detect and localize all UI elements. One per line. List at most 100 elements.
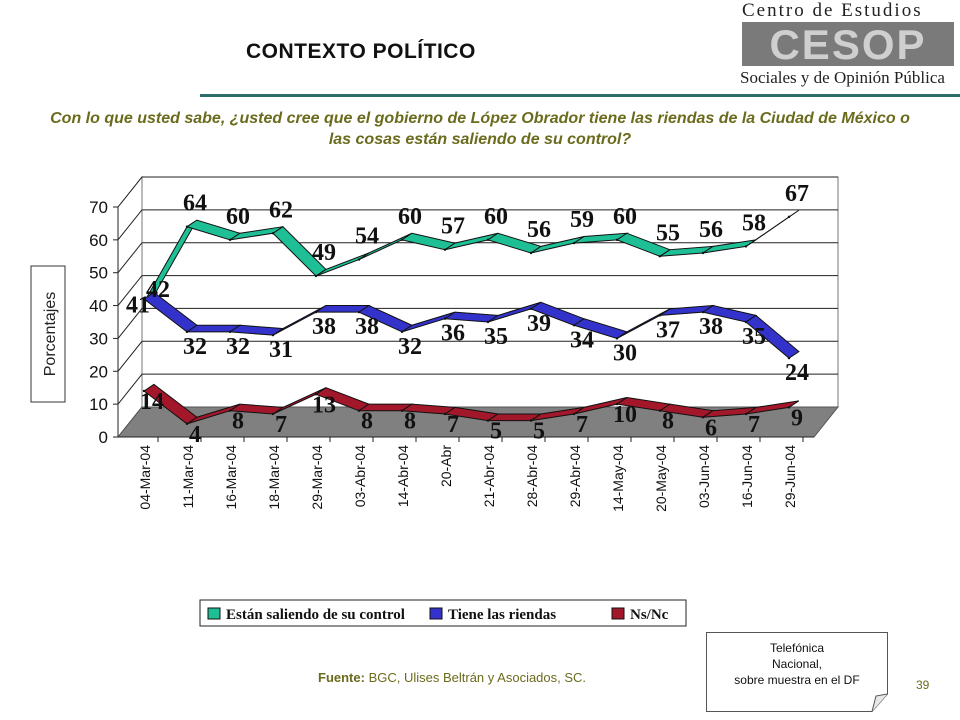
logo-bottom-text: Sociales y de Opinión Pública bbox=[740, 68, 945, 87]
data-point bbox=[271, 333, 275, 337]
x-tick-label: 29-Abr-04 bbox=[567, 445, 583, 507]
source-label: Fuente: bbox=[318, 670, 365, 685]
data-label: 31 bbox=[269, 337, 293, 363]
data-label: 5 bbox=[533, 419, 545, 445]
data-point bbox=[185, 225, 189, 228]
data-point bbox=[744, 245, 748, 248]
page-title: CONTEXTO POLÍTICO bbox=[246, 40, 476, 63]
series-2 bbox=[142, 383, 800, 426]
data-label: 60 bbox=[484, 204, 508, 230]
data-point bbox=[443, 317, 447, 320]
x-tick-label: 16-Mar-04 bbox=[223, 445, 239, 510]
data-label: 41 bbox=[126, 292, 150, 318]
series-0-labels: 41 64 60 62 49 54 60 57 60 56 59 60 55 56 58 67 bbox=[126, 181, 809, 318]
legend-label: Ns/Nc bbox=[630, 607, 669, 623]
data-point bbox=[529, 419, 533, 422]
x-tick-label: 29-Mar-04 bbox=[309, 445, 325, 510]
legend-swatch bbox=[611, 607, 625, 620]
x-tick-label: 03-Jun-04 bbox=[696, 445, 712, 508]
y-tick-label: 10 bbox=[89, 395, 108, 414]
data-point bbox=[615, 402, 619, 406]
data-point bbox=[701, 416, 705, 419]
data-label: 60 bbox=[398, 204, 422, 230]
data-label: 54 bbox=[355, 224, 379, 250]
data-point bbox=[271, 412, 275, 416]
series-ribbon-segment bbox=[745, 209, 800, 247]
data-label: 58 bbox=[742, 210, 766, 236]
data-label: 60 bbox=[613, 204, 637, 230]
data-point bbox=[142, 389, 146, 393]
data-label: 35 bbox=[484, 324, 508, 350]
data-point bbox=[744, 320, 748, 324]
gridline bbox=[117, 275, 838, 306]
data-label: 6 bbox=[705, 415, 717, 441]
data-point bbox=[357, 310, 361, 314]
legend: Están saliendo de su control Tiene las ri… bbox=[199, 599, 687, 627]
legend-label: Tiene las riendas bbox=[448, 607, 556, 623]
data-point bbox=[185, 330, 189, 334]
data-label: 37 bbox=[656, 317, 680, 343]
data-point bbox=[314, 393, 318, 396]
data-label: 39 bbox=[527, 311, 551, 337]
data-point bbox=[142, 297, 146, 301]
series-1-labels: 42 32 32 31 38 38 32 36 35 39 34 30 37 38 35 24 bbox=[146, 277, 809, 386]
data-label: 32 bbox=[226, 334, 250, 360]
data-point bbox=[486, 238, 490, 242]
data-label: 32 bbox=[398, 334, 422, 360]
x-tick-label: 29-Jun-04 bbox=[782, 445, 798, 508]
data-point bbox=[400, 409, 404, 412]
data-point bbox=[142, 301, 146, 304]
data-point bbox=[615, 337, 619, 340]
data-point bbox=[400, 330, 404, 334]
data-point bbox=[314, 274, 318, 278]
data-label: 24 bbox=[785, 360, 809, 386]
data-point bbox=[357, 409, 361, 412]
data-label: 56 bbox=[699, 217, 723, 243]
data-label: 7 bbox=[275, 412, 287, 438]
x-tick-label: 14-May-04 bbox=[610, 445, 626, 512]
data-point bbox=[701, 310, 705, 314]
x-tick-label: 11-Mar-04 bbox=[180, 445, 196, 509]
gridline bbox=[117, 307, 838, 339]
gridline bbox=[117, 340, 838, 372]
note-text: Telefónica Nacional, sobre muestra en el… bbox=[706, 640, 888, 688]
logo-top-text: Centro de Estudios bbox=[742, 0, 923, 21]
x-tick-label: 04-Mar-04 bbox=[137, 445, 153, 510]
data-label: 38 bbox=[312, 314, 336, 340]
data-label: 36 bbox=[441, 321, 465, 347]
data-point bbox=[228, 409, 232, 412]
series-ribbon-segment bbox=[745, 400, 800, 415]
data-point bbox=[787, 356, 791, 360]
data-label: 13 bbox=[312, 392, 336, 418]
data-label: 38 bbox=[699, 314, 723, 340]
data-point bbox=[357, 258, 361, 261]
gridline bbox=[117, 242, 838, 274]
data-label: 35 bbox=[742, 324, 766, 350]
data-point bbox=[572, 241, 576, 245]
series-0 bbox=[142, 209, 800, 304]
data-point bbox=[228, 330, 232, 334]
data-label: 7 bbox=[576, 412, 588, 438]
y-axis-label-group: Porcentajes bbox=[30, 265, 66, 403]
data-point bbox=[658, 314, 662, 317]
data-point bbox=[572, 324, 576, 327]
data-label: 7 bbox=[748, 412, 760, 438]
series-ribbon-segment bbox=[745, 314, 800, 359]
data-label: 64 bbox=[183, 191, 207, 217]
y-tick-label: 40 bbox=[89, 297, 108, 316]
y-tick-label: 30 bbox=[89, 329, 108, 348]
data-label: 34 bbox=[570, 327, 594, 353]
data-label: 8 bbox=[404, 409, 416, 435]
data-label: 7 bbox=[447, 412, 459, 438]
data-label: 60 bbox=[226, 204, 250, 230]
legend-box bbox=[199, 599, 687, 627]
survey-question: Con lo que usted sabe, ¿usted cree que e… bbox=[50, 110, 910, 148]
data-point bbox=[400, 238, 404, 242]
x-tick-label: 20-Abr bbox=[438, 445, 454, 487]
header-divider bbox=[200, 94, 960, 97]
data-label: 67 bbox=[785, 181, 809, 207]
gridline bbox=[117, 176, 838, 208]
data-point bbox=[744, 412, 748, 416]
x-tick-label: 03-Abr-04 bbox=[352, 445, 368, 507]
